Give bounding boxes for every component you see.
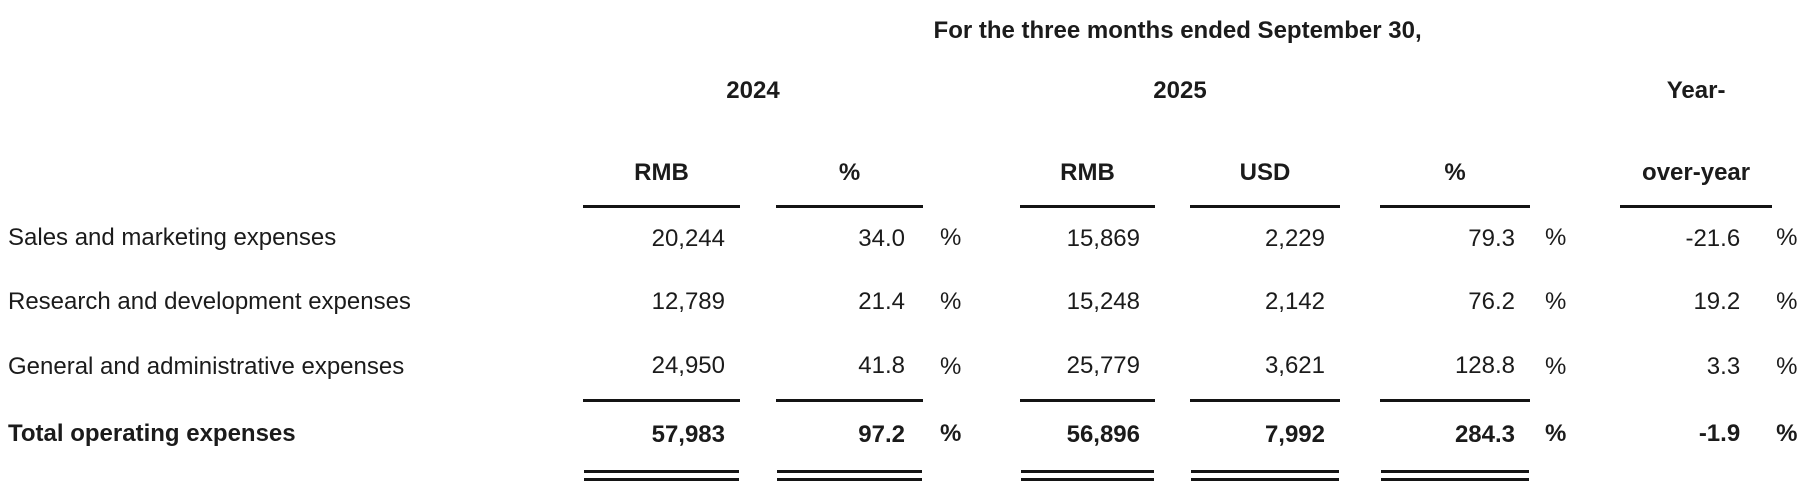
value-pct-2025: 128.8: [1380, 334, 1530, 402]
value-usd-2025: 2,142: [1264, 287, 1325, 315]
percent-sign: %: [940, 419, 962, 447]
table-row-sales-marketing: Sales and marketing expenses 20,244 34.0…: [0, 206, 1800, 270]
value-pct-2024: 34.0: [858, 224, 905, 252]
value-pct-2024: 97.2: [858, 420, 905, 448]
yoy-header-line2: over-year: [1620, 120, 1773, 208]
percent-sign: %: [940, 352, 962, 380]
value-rmb-2025: 15,248: [1066, 287, 1140, 315]
yoy-header-line1: Year-: [1666, 76, 1726, 104]
col-header-rmb-2025: RMB: [1020, 120, 1155, 208]
percent-sign: %: [1776, 352, 1798, 380]
operating-expenses-table: For the three months ended September 30,…: [0, 0, 1800, 486]
col-header-pct-2025: %: [1380, 120, 1530, 208]
value-pct-2024: 41.8: [776, 334, 923, 402]
double-rule: [1191, 470, 1339, 481]
table-title-row: For the three months ended September 30,: [0, 0, 1800, 62]
percent-sign: %: [1776, 287, 1798, 315]
value-pct-2025: 76.2: [1468, 287, 1515, 315]
value-pct-2025: 284.3: [1454, 420, 1515, 448]
col-header-pct-2024: %: [776, 120, 923, 208]
value-rmb-2025: 15,869: [1066, 224, 1140, 252]
row-label: General and administrative expenses: [8, 352, 405, 380]
value-yoy: -21.6: [1685, 224, 1741, 252]
value-usd-2025: 3,621: [1190, 334, 1340, 402]
value-rmb-2024: 57,983: [651, 420, 725, 448]
column-header-row: RMB % RMB USD % over-year: [0, 120, 1800, 208]
value-rmb-2025: 25,779: [1020, 334, 1155, 402]
value-rmb-2024: 20,244: [651, 224, 725, 252]
value-pct-2024: 21.4: [858, 287, 905, 315]
double-rule: [1381, 470, 1529, 481]
percent-sign: %: [1776, 419, 1798, 447]
col-header-usd-2025: USD: [1190, 120, 1340, 208]
row-label: Sales and marketing expenses: [8, 223, 337, 251]
value-yoy: 19.2: [1693, 287, 1741, 315]
percent-sign: %: [1545, 419, 1567, 447]
year-group-row: 2024 2025 Year-: [0, 62, 1800, 120]
value-usd-2025: 2,229: [1264, 224, 1325, 252]
value-usd-2025: 7,992: [1264, 420, 1325, 448]
table-row-total: Total operating expenses 57,983 97.2 % 5…: [0, 400, 1800, 468]
year-2025-header: 2025: [1153, 76, 1207, 104]
table-row-research-development: Research and development expenses 12,789…: [0, 270, 1800, 334]
double-rule: [584, 470, 739, 481]
year-2024-header: 2024: [726, 76, 780, 104]
percent-sign: %: [1545, 223, 1567, 251]
table-row-general-administrative: General and administrative expenses 24,9…: [0, 334, 1800, 402]
percent-sign: %: [1545, 352, 1567, 380]
percent-sign: %: [940, 287, 962, 315]
col-header-rmb-2024: RMB: [583, 120, 740, 208]
value-rmb-2024: 12,789: [651, 287, 725, 315]
value-rmb-2025: 56,896: [1066, 420, 1140, 448]
value-rmb-2024: 24,950: [583, 334, 740, 402]
percent-sign: %: [1545, 287, 1567, 315]
table-title: For the three months ended September 30,: [933, 16, 1422, 44]
row-label: Research and development expenses: [8, 287, 411, 315]
row-label: Total operating expenses: [8, 419, 296, 447]
value-yoy: 3.3: [1706, 352, 1741, 380]
double-rule: [1021, 470, 1154, 481]
value-yoy: -1.9: [1698, 419, 1741, 447]
percent-sign: %: [940, 223, 962, 251]
total-double-rule-row: [0, 468, 1800, 486]
percent-sign: %: [1776, 223, 1798, 251]
double-rule: [777, 470, 922, 481]
value-pct-2025: 79.3: [1468, 224, 1515, 252]
